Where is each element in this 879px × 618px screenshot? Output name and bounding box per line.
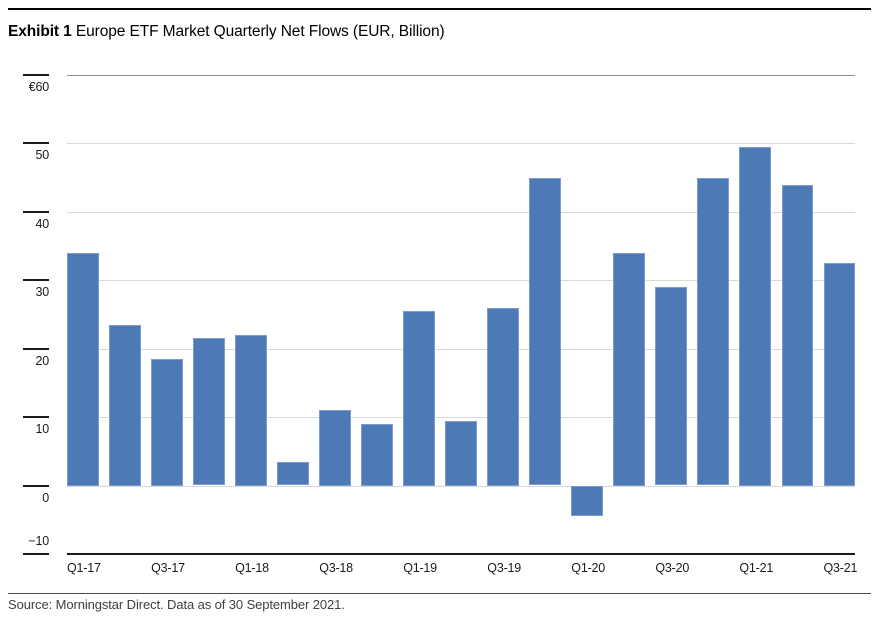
gridline-10	[67, 417, 855, 418]
y-tick-label-50: 50	[35, 148, 49, 162]
y-tick-40	[23, 211, 49, 213]
exhibit-label: Exhibit 1	[8, 23, 72, 40]
x-tick-label-Q1-20: Q1-20	[571, 561, 606, 575]
y-tick-label--10: −10	[28, 534, 49, 548]
gridline-40	[67, 212, 855, 213]
x-tick-label-Q3-20: Q3-20	[655, 561, 690, 575]
bar-Q1-21	[739, 146, 771, 486]
y-tick-50	[23, 142, 49, 144]
x-tick-label-Q3-21: Q3-21	[823, 561, 858, 575]
bar-Q3-20	[655, 287, 687, 486]
y-tick-label-10: 10	[35, 422, 49, 436]
y-tick-10	[23, 416, 49, 418]
bar-Q2-19	[445, 420, 477, 486]
bar-Q4-19	[529, 177, 561, 486]
y-tick-30	[23, 279, 49, 281]
gridline-20	[67, 349, 855, 350]
gridline-0	[67, 486, 855, 487]
bar-Q4-17	[193, 338, 225, 486]
y-tick-label-40: 40	[35, 217, 49, 231]
y-tick-0	[23, 485, 49, 487]
bar-Q1-18	[235, 335, 267, 486]
bar-Q2-21	[781, 184, 813, 486]
bar-Q3-18	[319, 410, 351, 486]
source-note: Source: Morningstar Direct. Data as of 3…	[8, 597, 345, 612]
x-tick-label-Q1-17: Q1-17	[67, 561, 101, 575]
header-rule	[8, 8, 871, 10]
y-tick-20	[23, 348, 49, 350]
x-tick-label-Q1-18: Q1-18	[235, 561, 269, 575]
bar-Q1-17	[67, 252, 99, 486]
gridline-50	[67, 143, 855, 144]
y-tick-label-20: 20	[35, 354, 49, 368]
x-axis-line	[67, 553, 855, 555]
y-tick-label-0: 0	[42, 491, 49, 505]
bar-Q2-17	[109, 324, 141, 486]
y-tick-label-60: €60	[28, 80, 49, 94]
x-tick-label-Q3-19: Q3-19	[487, 561, 522, 575]
bar-Q3-19	[487, 307, 519, 486]
bar-Q1-20	[571, 485, 603, 517]
x-tick-label-Q1-19: Q1-19	[403, 561, 437, 575]
y-tick-60	[23, 74, 49, 76]
bar-Q2-18	[277, 461, 309, 486]
bar-Q1-19	[403, 311, 435, 486]
x-tick-label-Q1-21: Q1-21	[739, 561, 774, 575]
chart-title-text: Europe ETF Market Quarterly Net Flows (E…	[71, 23, 445, 40]
gridline-30	[67, 280, 855, 281]
bar-Q3-17	[151, 359, 183, 486]
bar-Q3-21	[823, 263, 855, 486]
gridline-60	[67, 75, 855, 76]
bar-Q2-20	[613, 252, 645, 486]
chart-title: Exhibit 1 Europe ETF Market Quarterly Ne…	[8, 22, 445, 42]
bar-Q4-18	[361, 424, 393, 486]
x-tick-label-Q3-18: Q3-18	[319, 561, 353, 575]
y-tick-label-30: 30	[35, 285, 49, 299]
footer-rule	[8, 593, 871, 594]
x-tick-label-Q3-17: Q3-17	[151, 561, 185, 575]
y-tick--10	[23, 553, 49, 555]
bar-Q4-20	[697, 177, 729, 486]
